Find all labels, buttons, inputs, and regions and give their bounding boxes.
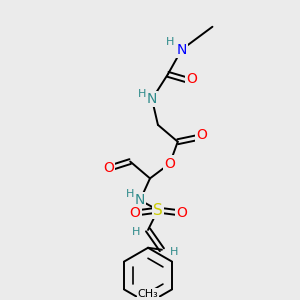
Text: H: H — [126, 189, 134, 199]
Text: H: H — [169, 247, 178, 257]
Text: H: H — [138, 89, 146, 99]
Text: O: O — [186, 72, 197, 86]
Text: N: N — [135, 193, 145, 207]
Text: O: O — [176, 206, 187, 220]
Text: O: O — [164, 157, 175, 170]
Text: O: O — [196, 128, 207, 142]
Text: H: H — [166, 37, 174, 46]
Text: O: O — [130, 206, 141, 220]
Text: O: O — [103, 161, 114, 176]
Text: CH₃: CH₃ — [138, 289, 158, 299]
Text: H: H — [132, 227, 140, 237]
Text: N: N — [176, 43, 187, 57]
Text: N: N — [147, 92, 157, 106]
Text: S: S — [153, 202, 163, 217]
